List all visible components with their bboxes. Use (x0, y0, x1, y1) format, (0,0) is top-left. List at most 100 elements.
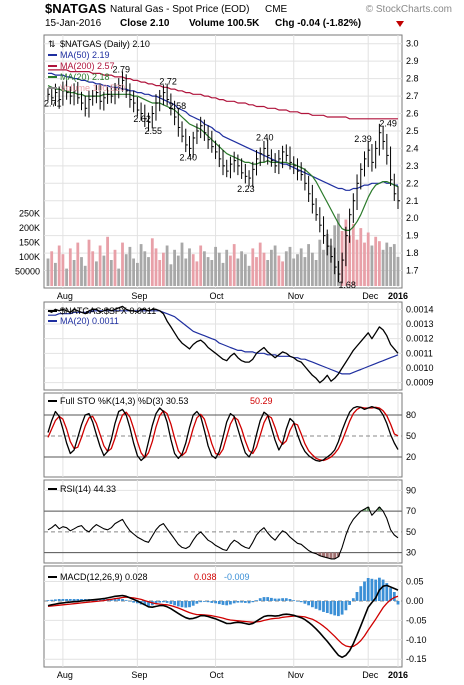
volume-bar (284, 251, 288, 286)
volume-label: Volume 100.5K (189, 18, 260, 29)
macd-histogram-bar (277, 598, 281, 601)
macd-histogram-bar (206, 601, 210, 603)
volume-bar (87, 239, 91, 286)
macd-histogram-bar (76, 599, 80, 601)
macd-histogram-bar (176, 601, 180, 607)
price-y-tick: 2.5 (406, 126, 419, 136)
macd-panel (43, 565, 403, 668)
volume-bar (296, 254, 299, 286)
volume-bar (124, 254, 128, 286)
macd-histogram-bar (57, 599, 61, 601)
volume-bar (277, 255, 281, 286)
chart-header: $NATGAS Natural Gas - Spot Price (EOD) C… (0, 0, 464, 32)
macd-histogram-bar (255, 600, 258, 601)
price-legend-entry: MA(50) 2.19 (60, 50, 110, 60)
volume-bar (169, 264, 173, 286)
volume-bar (303, 257, 307, 286)
volume-bar (199, 245, 203, 286)
triangle-down-icon (396, 21, 404, 27)
volume-bar (232, 244, 236, 286)
volume-bar (203, 251, 206, 286)
volume-bar (363, 242, 366, 286)
volume-bar (370, 245, 374, 286)
macd-histogram-bar (366, 578, 370, 601)
macd-histogram-bar (258, 598, 262, 601)
volume-bar (57, 245, 61, 286)
macd-histogram-bar (381, 579, 385, 601)
volume-bar (136, 262, 139, 286)
macd-histogram-bar (340, 601, 344, 615)
price-y-tick: 2.9 (406, 56, 419, 66)
ratio-y-tick: 0.0011 (406, 348, 433, 358)
volume-bar (351, 223, 355, 286)
close-label: Close 2.10 (120, 18, 170, 29)
macd-histogram-bar (154, 601, 158, 604)
volume-bar (374, 236, 378, 286)
volume-bar (236, 258, 240, 286)
rsi-y-tick: 50 (406, 527, 416, 537)
sto-d-line (47, 406, 399, 462)
macd-histogram-bar (296, 601, 299, 602)
price-legend-entry: Volume 100,520 (60, 83, 125, 93)
macd-histogram-bar (54, 599, 57, 601)
macd-histogram-bar (236, 601, 240, 603)
macd-histogram-bar (136, 601, 139, 604)
volume-bar (251, 248, 255, 286)
price-annotation: 2.71 (44, 98, 62, 108)
price-annotation: 2.39 (354, 134, 372, 144)
macd-histogram-bar (72, 599, 76, 601)
volume-bar (314, 260, 318, 286)
volume-bar (132, 258, 135, 286)
price-y-tick: 1.8 (406, 248, 419, 258)
name-label: Natural Gas - Spot Price (EOD) (110, 4, 249, 15)
rsi-legend-entry: RSI(14) 44.33 (60, 484, 116, 494)
macd-histogram-bar (288, 599, 292, 601)
macd-histogram-bar (188, 601, 191, 608)
macd-histogram-bar (80, 599, 83, 601)
volume-bar (366, 232, 370, 286)
macd-histogram-bar (132, 601, 135, 603)
macd-histogram-bar (307, 601, 310, 606)
macd-histogram-bar (68, 599, 72, 601)
volume-bar (106, 236, 109, 286)
volume-bar (76, 242, 80, 286)
volume-bar (50, 251, 54, 286)
volume-bar (46, 258, 50, 286)
sto-k-line (47, 405, 399, 462)
ratio-y-tick: 0.0010 (406, 363, 434, 373)
ratio-panel (43, 301, 403, 391)
price-annotation: 2.49 (379, 119, 397, 129)
macd-legend-entry: MACD(12,26,9) 0.028 (60, 572, 148, 582)
macd-histogram-bar (266, 597, 270, 601)
volume-bar (378, 241, 381, 286)
macd-histogram-bar (329, 601, 333, 615)
price-annotation: 2.79 (112, 64, 130, 74)
volume-bar (273, 245, 277, 286)
price-y-tick: 2.2 (406, 178, 419, 188)
macd-histogram-bar (363, 581, 366, 601)
volume-bar (210, 260, 214, 286)
macd-histogram-bar (240, 601, 243, 603)
macd-histogram-bar (191, 601, 195, 606)
volume-bar (98, 245, 102, 286)
macd-histogram-bar (143, 601, 147, 606)
macd-histogram-bar (348, 601, 351, 605)
volume-bar (258, 242, 262, 286)
macd-histogram-bar (389, 588, 392, 601)
macd-histogram-bar (351, 598, 355, 601)
price-x-tick: Dec (362, 291, 379, 301)
volume-bar (337, 213, 340, 286)
volume-bar (165, 245, 169, 286)
ratio-y-tick: 0.0014 (406, 304, 434, 314)
macd-x-tick: Aug (57, 670, 73, 680)
price-annotation: 2.55 (145, 126, 163, 136)
macd-histogram-bar (173, 601, 176, 606)
volume-bar (281, 261, 284, 286)
macd-histogram-bar (314, 601, 318, 609)
sto-legend-entry: 50.29 (250, 396, 273, 406)
macd-histogram-bar (232, 601, 236, 604)
sto-y-tick: 50 (406, 431, 416, 441)
volume-bar (322, 249, 325, 286)
volume-bar (139, 244, 143, 286)
